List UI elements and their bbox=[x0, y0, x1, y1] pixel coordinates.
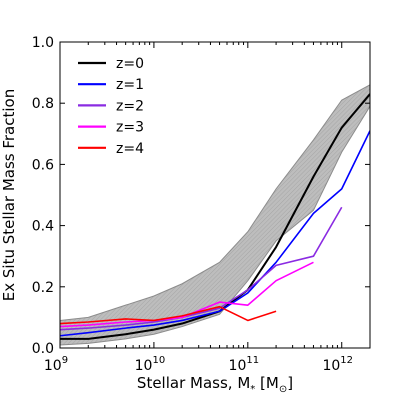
series-lines-layer bbox=[60, 93, 370, 340]
y-tick-label: 0.2 bbox=[32, 280, 54, 296]
y-tick-label: 0.8 bbox=[32, 96, 54, 112]
y-axis-label: Ex Situ Stellar Mass Fraction bbox=[0, 89, 18, 301]
scatter-band bbox=[60, 84, 370, 346]
legend: z=0 z=1 z=2 z=3 z=4 bbox=[78, 56, 144, 157]
legend-label: z=0 bbox=[116, 56, 144, 72]
y-tick-label: 1.0 bbox=[32, 35, 54, 51]
plot-frame bbox=[59, 41, 371, 349]
y-tick-label: 0.0 bbox=[32, 341, 54, 357]
x-tick-label: 1012 bbox=[322, 355, 353, 374]
legend-label: z=2 bbox=[116, 98, 144, 114]
legend-label: z=4 bbox=[116, 141, 144, 157]
series-line-z4 bbox=[60, 305, 277, 325]
y-tick-label: 0.6 bbox=[32, 157, 54, 173]
y-tick-label: 0.4 bbox=[32, 219, 54, 235]
legend-label: z=3 bbox=[116, 120, 144, 136]
legend-label: z=1 bbox=[116, 77, 144, 93]
axis-ticks: 0.0 0.2 0.4 0.6 0.8 1.0 109 1010 1011 1012 bbox=[32, 35, 371, 374]
x-tick-label: 1010 bbox=[135, 355, 166, 374]
x-tick-label: 109 bbox=[44, 355, 68, 374]
series-line-z3 bbox=[60, 261, 314, 328]
scatter-band-layer bbox=[60, 84, 370, 346]
series-line-z1 bbox=[60, 130, 370, 337]
x-axis-label: Stellar Mass, M* [M⊙] bbox=[137, 374, 293, 395]
x-tick-label: 1011 bbox=[229, 355, 260, 374]
series-line-z2 bbox=[60, 206, 343, 331]
